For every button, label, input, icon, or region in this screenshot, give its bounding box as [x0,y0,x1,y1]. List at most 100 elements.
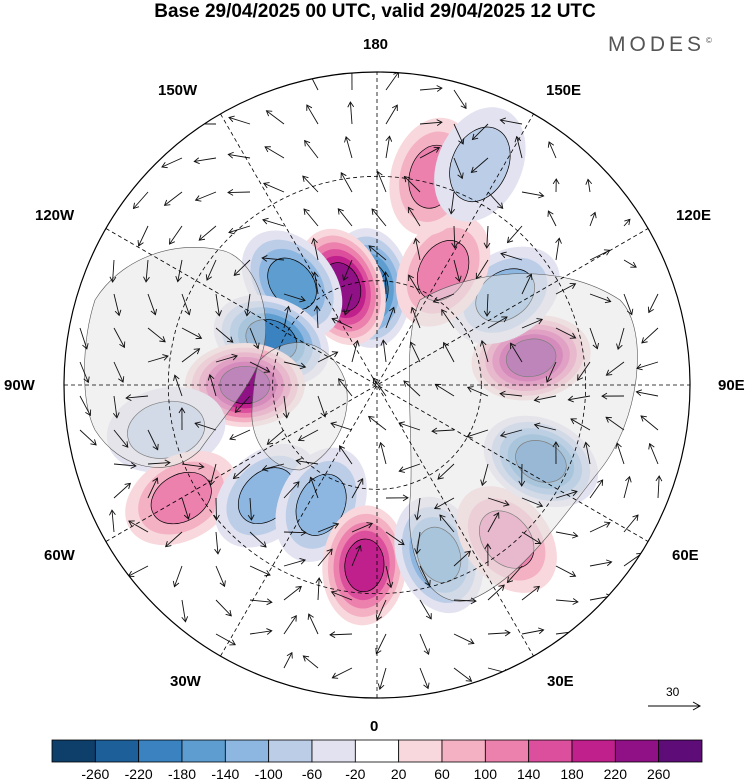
wind-arrow [499,429,523,438]
colorbar-label: 20 [390,766,407,782]
wind-arrow [283,615,297,635]
wind-arrow [419,599,432,620]
greenland-landmass [251,342,348,471]
lon-label-30w: 30W [170,673,201,690]
wind-arrow [647,293,659,314]
wind-arrow [137,225,149,247]
wind-arrow [351,522,374,533]
wind-arrow [605,361,625,376]
colorbar-swatch [441,739,486,763]
anomaly-contour [344,538,385,593]
wind-arrow [378,441,387,465]
wind-arrow [419,85,443,92]
lon-label-60w: 60W [44,547,75,564]
wind-arrow [547,141,557,159]
wind-arrow [385,565,394,589]
wind-arrow [313,305,321,329]
wind-arrow [113,327,126,349]
wind-arrow [249,531,267,548]
wind-arrow [340,172,353,193]
colorbar-label: -140 [211,766,240,782]
colorbar-swatch [354,739,400,763]
wind-arrow [311,237,319,261]
wind-arrow [161,157,183,169]
colorbar-swatch [398,739,443,763]
wind-arrow [283,293,306,303]
wind-arrow [471,123,489,141]
wind-arrow [487,497,510,507]
wind-arrow [589,293,612,304]
wind-arrow [453,597,477,605]
colorbar-swatch [51,739,96,763]
wind-arrow [499,390,523,398]
colorbar-label: 180 [560,766,584,782]
wind-arrow [589,479,604,499]
wind-arrow [380,339,388,363]
wind-arrow [306,104,319,125]
wind-arrow [315,577,323,601]
wind-arrow [172,565,183,588]
wind-arrow [330,590,353,601]
wind-arrow [331,667,353,679]
modes-logo: MODES© [608,33,712,57]
wind-arrow [408,274,421,295]
wind-arrow [385,494,409,502]
wind-arrow [407,206,421,227]
wind-arrow [79,395,92,417]
wind-arrow [264,146,285,159]
colorbar-label: -20 [345,766,366,782]
wind-arrow [615,442,625,465]
wind-arrow [635,389,659,397]
wind-arrow [79,327,89,350]
wind-arrow [125,394,149,401]
wind-arrow [128,520,149,533]
lon-label-120w: 120W [35,207,75,224]
wind-arrow [343,293,353,316]
wind-arrow [351,477,364,499]
wind-arrow [640,415,659,431]
wind-arrow [434,383,455,397]
wind-arrow [317,395,327,418]
lon-label-180: 180 [363,36,389,53]
wind-arrow [453,259,462,283]
wind-arrow [283,305,291,329]
wind-arrow [451,225,459,249]
wind-arrow [480,463,489,487]
wind-vectors [79,72,663,690]
wind-arrow [265,110,285,125]
wind-arrow [227,189,251,196]
wind-arrow [262,217,285,227]
wind-arrow [297,429,319,442]
colorbar-label: 60 [434,766,450,782]
wind-arrow [338,378,353,397]
lon-label-60e: 60E [672,547,699,564]
wind-arrow [552,441,560,465]
wind-arrow [249,628,273,635]
wind-arrow [244,293,251,317]
wind-arrow [193,157,217,165]
wind-arrow [616,327,625,351]
map-title: Base 29/04/2025 00 UTC, valid 29/04/2025… [154,1,596,22]
wind-arrow [194,191,217,202]
wind-arrow [641,327,659,344]
lon-label-120e: 120E [676,207,712,224]
lon-label-90w: 90W [4,377,35,394]
wind-arrow [583,441,591,465]
graticule [64,72,690,698]
wind-arrow [303,208,319,227]
wind-arrow [266,429,285,445]
wind-arrow [648,442,659,465]
anomaly-center [434,107,526,222]
meridian-line [220,113,534,657]
wind-arrow [518,463,526,487]
wind-arrow [419,633,430,656]
wind-arrow [282,395,290,419]
wind-arrow [229,429,251,441]
wind-arrow [433,497,455,510]
wind-arrow [147,327,166,343]
wind-arrow [570,418,591,431]
wind-arrow [453,89,467,110]
brand-mark: © [706,36,712,45]
wind-arrow [500,251,523,261]
